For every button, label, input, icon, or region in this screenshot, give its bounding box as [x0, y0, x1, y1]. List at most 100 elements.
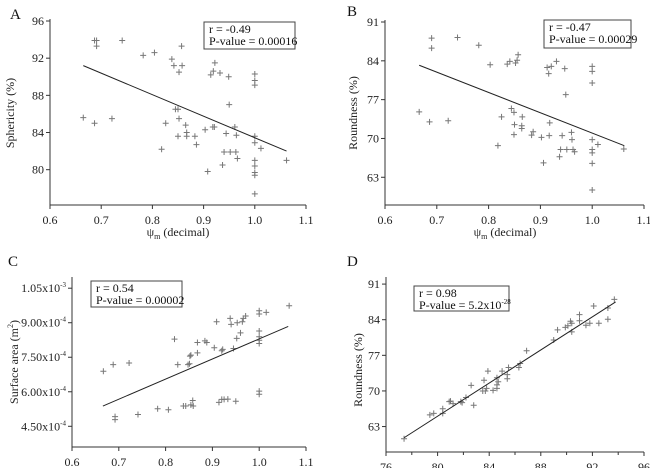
data-point	[187, 352, 194, 359]
data-point	[233, 132, 240, 139]
data-point	[523, 347, 530, 354]
data-point	[100, 368, 107, 375]
data-point	[518, 125, 525, 132]
data-point	[108, 115, 115, 122]
data-point	[564, 322, 571, 329]
data-point	[454, 34, 461, 41]
x-axis-label: ψm (decimal)	[474, 225, 537, 241]
data-point	[227, 315, 234, 322]
y-label-main: Surface area (m	[7, 327, 21, 404]
p-value: P-value = 5.2x10-28	[419, 298, 511, 312]
data-point	[165, 406, 172, 413]
data-point	[126, 360, 133, 366]
y-tick-label: 77	[368, 348, 380, 362]
data-point	[234, 319, 241, 326]
data-point	[211, 123, 218, 130]
data-point	[91, 120, 98, 127]
data-point	[221, 149, 228, 156]
data-point	[176, 115, 183, 122]
data-point	[481, 377, 488, 384]
data-point	[179, 62, 186, 69]
data-point	[545, 70, 552, 77]
data-point	[401, 435, 408, 442]
y-tick-label: 84	[367, 54, 379, 68]
x-tick-label: 0.6	[65, 455, 80, 468]
correlation-r: r = -0.49	[209, 22, 251, 36]
panel-label: A	[10, 7, 21, 23]
y-tick-label: 9.00x10-4	[21, 316, 66, 330]
p-value-text: P-value = 0.00002	[96, 293, 184, 307]
data-point	[175, 133, 181, 140]
x-tick-label: 76	[380, 460, 392, 468]
data-point	[251, 139, 258, 146]
data-point	[490, 387, 497, 394]
data-point	[586, 320, 593, 327]
trendline	[83, 65, 287, 152]
data-point	[239, 318, 246, 325]
data-point	[563, 146, 570, 153]
data-point	[553, 58, 560, 65]
data-point	[162, 120, 169, 127]
y-tick-label: 80	[32, 163, 44, 177]
x-tick-label: 1.0	[247, 213, 262, 227]
p-value: P-value = 0.00016	[209, 34, 297, 48]
y-tick-label: 92	[32, 51, 44, 65]
data-point	[468, 382, 475, 389]
data-point	[508, 105, 515, 112]
y-tick-label: 91	[367, 15, 379, 29]
y-axis-label: Surface area (m2)	[6, 320, 21, 404]
data-point	[232, 398, 239, 405]
data-point	[233, 335, 240, 342]
stats-annotation: r = 0.54P-value = 0.00002	[90, 280, 184, 308]
x-tick-label: 1.1	[299, 213, 314, 227]
data-point	[256, 328, 263, 335]
data-point	[213, 318, 220, 325]
data-point	[256, 391, 263, 398]
data-point	[207, 71, 214, 78]
data-point	[428, 45, 435, 52]
panel-c: C0.6 0.7 0.8 0.9 1.0 1.14.50x10-46.00x10-47.5…	[6, 254, 314, 468]
data-point	[594, 141, 601, 148]
data-point	[185, 361, 192, 368]
data-point	[93, 43, 100, 50]
x-label-symbol: ψ	[147, 225, 155, 239]
x-tick-label: 0.6	[378, 213, 393, 227]
x-tick-label: 84	[483, 460, 495, 468]
data-point	[227, 149, 234, 156]
data-point	[224, 396, 231, 403]
y-tick-label: 70	[368, 384, 380, 398]
data-point	[263, 309, 270, 316]
data-point	[174, 361, 181, 368]
annotation-box	[413, 285, 510, 312]
data-point	[416, 108, 423, 115]
data-point	[226, 101, 233, 108]
y-tick-label: 96	[32, 14, 44, 28]
data-point	[186, 353, 193, 360]
data-point	[595, 320, 602, 327]
data-point	[211, 59, 218, 66]
y-tick-exponent: -4	[60, 385, 66, 393]
data-point	[511, 121, 518, 128]
data-point	[505, 364, 512, 371]
data-point	[482, 387, 489, 394]
data-point	[203, 339, 210, 346]
p-value: P-value = 0.00002	[96, 293, 184, 307]
x-tick-label: 1.1	[637, 213, 650, 227]
data-point	[182, 122, 189, 129]
x-tick-label: 96	[638, 460, 650, 468]
y-tick-label: 6.00x10-4	[21, 385, 66, 399]
x-tick-label: 1.0	[585, 213, 600, 227]
x-label-subscript: m	[154, 232, 161, 241]
data-point	[204, 168, 211, 175]
y-tick-mantissa: 4.50x10	[21, 419, 60, 433]
data-point	[218, 347, 225, 354]
p-value-exponent: -28	[501, 298, 511, 306]
data-point	[170, 62, 177, 69]
data-point	[158, 146, 165, 153]
panel-b: B 0.6 0.7 0.8 0.9 1.0 1.1 63 70 77 84 91 ψm (decimal…	[346, 4, 650, 241]
data-point	[168, 56, 175, 63]
data-point	[557, 146, 564, 153]
annotation-box	[543, 19, 632, 49]
data-point	[140, 52, 147, 59]
data-point	[194, 349, 201, 356]
